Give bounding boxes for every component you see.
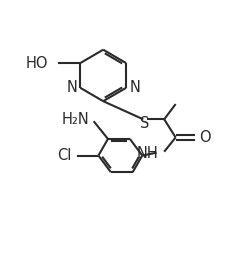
Text: H₂N: H₂N — [62, 112, 90, 127]
Text: N: N — [129, 80, 140, 95]
Text: Cl: Cl — [57, 148, 72, 163]
Text: NH: NH — [137, 146, 158, 161]
Text: O: O — [200, 130, 211, 145]
Text: S: S — [140, 116, 150, 131]
Text: N: N — [66, 80, 77, 95]
Text: HO: HO — [25, 56, 48, 71]
